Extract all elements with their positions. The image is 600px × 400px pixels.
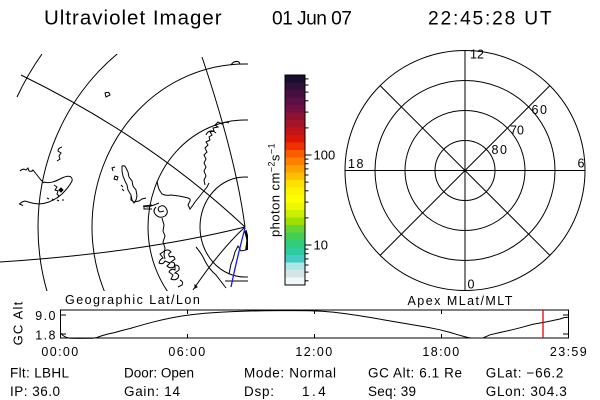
svg-text:1.8: 1.8 — [35, 328, 57, 342]
svg-text:GC Alt: 6.1 Re: GC Alt: 6.1 Re — [368, 366, 463, 381]
svg-text:00:00: 00:00 — [41, 345, 79, 359]
svg-text:Apex MLat/MLT: Apex MLat/MLT — [408, 294, 514, 308]
svg-text:10: 10 — [314, 238, 328, 253]
svg-text:60: 60 — [532, 103, 549, 117]
svg-text:Mode: Normal: Mode: Normal — [244, 366, 337, 381]
svg-text:photon cm−2s−1: photon cm−2s−1 — [267, 143, 283, 237]
svg-text:18: 18 — [348, 157, 365, 171]
svg-text:Dsp:: Dsp: — [244, 384, 275, 399]
svg-text:06:00: 06:00 — [168, 345, 206, 359]
svg-text:GC Alt: GC Alt — [11, 301, 26, 346]
svg-text:01 Jun 07: 01 Jun 07 — [272, 9, 351, 30]
svg-text:12:00: 12:00 — [295, 345, 333, 359]
svg-text:Geographic Lat/Lon: Geographic Lat/Lon — [65, 293, 201, 307]
svg-text:18:00: 18:00 — [422, 345, 460, 359]
svg-text:GLat: −66.2: GLat: −66.2 — [486, 366, 564, 381]
svg-text:70: 70 — [510, 124, 524, 138]
svg-text:Seq: 39: Seq: 39 — [368, 384, 416, 399]
svg-text:Door: Open: Door: Open — [124, 366, 194, 381]
svg-text:6: 6 — [578, 157, 585, 171]
svg-text:0: 0 — [468, 278, 475, 292]
svg-text:9.0: 9.0 — [35, 309, 57, 323]
svg-text:80: 80 — [492, 143, 509, 157]
svg-text:Gain: 14: Gain: 14 — [124, 384, 181, 399]
svg-text:12: 12 — [470, 48, 484, 62]
svg-text:100: 100 — [314, 148, 336, 163]
svg-text:IP: 36.0: IP: 36.0 — [10, 384, 60, 399]
svg-text:Ultraviolet Imager: Ultraviolet Imager — [44, 7, 223, 30]
svg-text:GLon: 304.3: GLon: 304.3 — [486, 384, 568, 399]
svg-text:22:45:28 UT: 22:45:28 UT — [428, 9, 553, 30]
svg-text:23:59: 23:59 — [550, 345, 588, 359]
svg-text:Flt: LBHL: Flt: LBHL — [10, 366, 69, 381]
svg-text:1.4: 1.4 — [302, 384, 328, 399]
